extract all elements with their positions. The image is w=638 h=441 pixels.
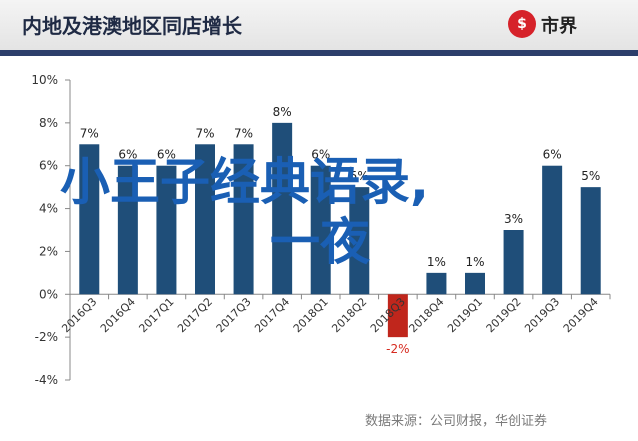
data-label: 8% (273, 105, 292, 119)
x-tick-label: 2019Q1 (445, 295, 485, 335)
bar (233, 144, 254, 295)
x-tick-label: 2016Q4 (98, 295, 138, 335)
bar (195, 144, 215, 295)
bar (349, 187, 370, 295)
x-tick-label: 2019Q2 (484, 295, 524, 335)
source-note: 数据来源：公司财报，华创证券 (365, 414, 548, 429)
data-label: 7% (234, 126, 253, 140)
x-tick-label: 2019Q4 (561, 295, 601, 335)
y-tick-label: 0% (39, 287, 58, 301)
bar (117, 165, 138, 295)
bar (465, 272, 485, 295)
y-tick-label: 4% (39, 202, 58, 216)
bar (426, 272, 447, 295)
y-tick-label: 8% (39, 116, 58, 130)
data-label: 6% (118, 148, 137, 162)
bar (503, 230, 524, 295)
header-divider (0, 50, 638, 56)
bar (310, 165, 331, 295)
bar (79, 144, 100, 295)
bar-chart: 10% 8% 6% 4% 2% 0% -2% -4% 7% 2016Q3 6% 2016Q4 6% 201… (31, 73, 611, 387)
x-tick-label: 2017Q2 (175, 295, 215, 335)
chart-area: 10% 8% 6% 4% 2% 0% -2% -4% 7% 2016Q3 6% 2016Q4 6% 201… (0, 56, 638, 437)
data-label: 7% (80, 126, 99, 140)
x-tick-label: 2018Q4 (406, 295, 446, 335)
bar (272, 122, 293, 295)
y-tick-label: 10% (31, 73, 58, 87)
data-label: 6% (311, 148, 330, 162)
y-tick-label: 2% (39, 244, 58, 258)
x-tick-label: 2017Q4 (252, 295, 292, 335)
x-tick-label: 2017Q1 (136, 295, 176, 335)
data-label: 1% (465, 255, 484, 269)
data-label: 5% (350, 169, 369, 183)
data-label: 6% (157, 148, 176, 162)
data-label: 6% (543, 148, 562, 162)
bar (542, 165, 563, 295)
y-tick-label: -2% (35, 330, 58, 344)
header: 内地及港澳地区同店增长 $ 市界 (0, 0, 638, 50)
bar (580, 187, 601, 295)
x-tick-label: 2019Q3 (522, 295, 562, 335)
data-label: 1% (427, 255, 446, 269)
chart-title: 内地及港澳地区同店增长 (22, 14, 242, 38)
x-tick-label: 2016Q3 (59, 295, 99, 335)
bar (387, 294, 408, 338)
brand-logo-text: 市界 (541, 16, 577, 37)
data-label: 7% (195, 126, 214, 140)
data-label: 5% (581, 169, 600, 183)
x-tick-label: 2018Q2 (329, 295, 369, 335)
brand-logo: $ 市界 (508, 8, 618, 42)
y-tick-label: 6% (39, 159, 58, 173)
x-tick-label: 2017Q3 (214, 295, 254, 335)
data-label: 3% (504, 212, 523, 226)
y-tick-label: -4% (35, 373, 58, 387)
data-label: -2% (386, 342, 409, 356)
x-tick-label: 2018Q1 (291, 295, 331, 335)
bar (156, 165, 177, 295)
dollar-circle-icon: $ (508, 10, 536, 38)
